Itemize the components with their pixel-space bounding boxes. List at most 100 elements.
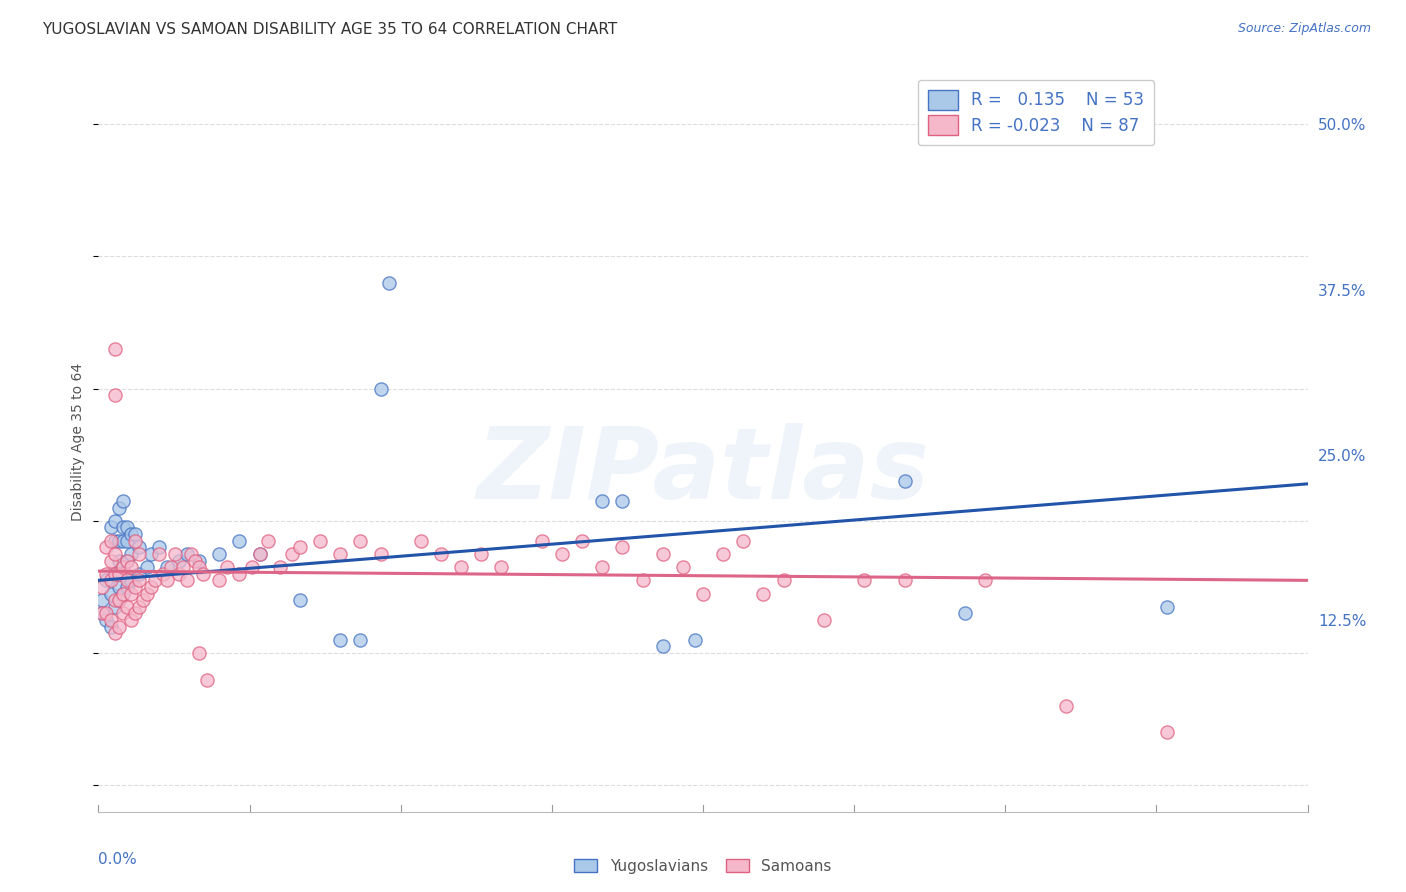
Point <box>893 574 915 588</box>
Legend: Yugoslavians, Samoans: Yugoslavians, Samoans <box>568 853 838 880</box>
Point <box>893 474 915 488</box>
Point <box>91 593 114 607</box>
Text: YUGOSLAVIAN VS SAMOAN DISABILITY AGE 35 TO 64 CORRELATION CHART: YUGOSLAVIAN VS SAMOAN DISABILITY AGE 35 … <box>42 22 617 37</box>
Point <box>228 566 250 581</box>
Point <box>450 560 472 574</box>
Point <box>651 640 673 654</box>
Point <box>115 599 138 614</box>
Point <box>813 613 835 627</box>
Point <box>120 586 142 600</box>
Point <box>180 547 202 561</box>
Point <box>1156 725 1178 739</box>
Point <box>281 547 304 561</box>
Point <box>240 560 263 574</box>
Point <box>430 547 453 561</box>
Point <box>167 566 190 581</box>
Point <box>217 560 239 574</box>
Point <box>128 541 150 555</box>
Point <box>111 607 134 621</box>
Point <box>100 586 122 600</box>
Point <box>115 580 138 594</box>
Point <box>853 574 876 588</box>
Point <box>188 553 211 567</box>
Point <box>103 514 125 528</box>
Point <box>96 541 118 555</box>
Point <box>107 620 129 634</box>
Point <box>135 586 157 600</box>
Point <box>128 574 150 588</box>
Point <box>974 574 997 588</box>
Point <box>107 593 129 607</box>
Point <box>470 547 492 561</box>
Point <box>1054 698 1077 713</box>
Point <box>111 586 134 600</box>
Point <box>139 547 162 561</box>
Point <box>692 586 714 600</box>
Point <box>120 527 142 541</box>
Point <box>96 607 118 621</box>
Point <box>96 613 118 627</box>
Point <box>409 533 432 548</box>
Point <box>143 574 166 588</box>
Point <box>631 574 654 588</box>
Point <box>139 580 162 594</box>
Point <box>329 547 352 561</box>
Point <box>571 533 593 548</box>
Point <box>752 586 775 600</box>
Point <box>249 547 271 561</box>
Point <box>91 607 114 621</box>
Point <box>111 560 134 574</box>
Point <box>156 560 179 574</box>
Point <box>107 533 129 548</box>
Point <box>148 541 170 555</box>
Point <box>103 342 125 356</box>
Point <box>163 547 186 561</box>
Point <box>184 553 207 567</box>
Point <box>120 560 142 574</box>
Point <box>91 580 114 594</box>
Point <box>672 560 695 574</box>
Point <box>103 599 125 614</box>
Point <box>107 566 129 581</box>
Point <box>115 553 138 567</box>
Point <box>269 560 291 574</box>
Point <box>288 593 311 607</box>
Point <box>132 593 155 607</box>
Point <box>107 593 129 607</box>
Point <box>111 586 134 600</box>
Point <box>111 520 134 534</box>
Point <box>148 547 170 561</box>
Point <box>115 553 138 567</box>
Point <box>208 547 231 561</box>
Point <box>1156 599 1178 614</box>
Point <box>120 547 142 561</box>
Point <box>591 560 613 574</box>
Point <box>100 620 122 634</box>
Point <box>103 388 125 402</box>
Point <box>370 382 392 396</box>
Point <box>103 566 125 581</box>
Point <box>103 626 125 640</box>
Point <box>711 547 734 561</box>
Legend: R =   0.135    N = 53, R = -0.023    N = 87: R = 0.135 N = 53, R = -0.023 N = 87 <box>918 79 1154 145</box>
Point <box>551 547 574 561</box>
Point <box>103 566 125 581</box>
Point <box>115 520 138 534</box>
Point <box>176 547 198 561</box>
Point <box>103 547 125 561</box>
Point <box>349 632 371 647</box>
Point <box>96 574 118 588</box>
Point <box>193 566 215 581</box>
Point <box>491 560 513 574</box>
Point <box>612 541 634 555</box>
Point <box>128 566 150 581</box>
Point <box>160 560 183 574</box>
Point <box>100 574 122 588</box>
Point <box>733 533 755 548</box>
Point <box>683 632 706 647</box>
Point <box>124 533 146 548</box>
Point <box>103 593 125 607</box>
Point <box>349 533 371 548</box>
Point <box>115 533 138 548</box>
Point <box>228 533 250 548</box>
